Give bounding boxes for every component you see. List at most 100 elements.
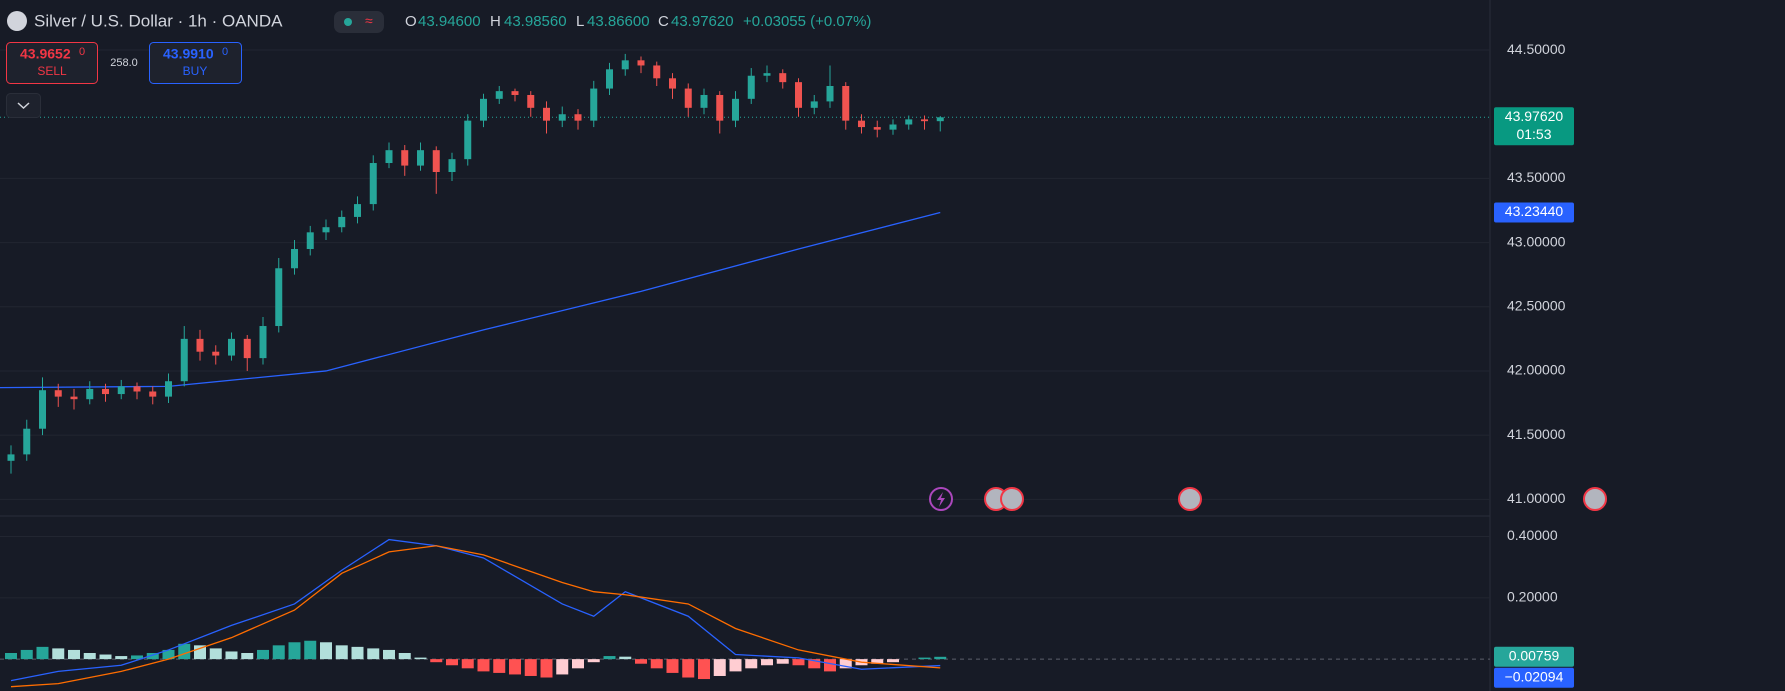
candle-body: [558, 114, 566, 121]
candle-body: [243, 338, 251, 359]
candle-body: [322, 227, 330, 233]
buy-button[interactable]: [149, 42, 242, 84]
candle-body: [621, 60, 629, 70]
candle-body: [716, 94, 724, 121]
candle-body: [653, 65, 661, 79]
spread: 258.0: [110, 57, 138, 69]
countdown: 01:53: [1516, 126, 1551, 142]
collapse-button[interactable]: [6, 93, 41, 118]
histogram-bar: [682, 659, 695, 678]
histogram-bar: [209, 648, 222, 660]
candle-body: [936, 117, 944, 122]
buy-label: BUY: [183, 64, 208, 78]
histogram-bar: [335, 645, 348, 660]
y-tick-label: 41.00000: [1507, 490, 1566, 506]
candle-body: [669, 78, 676, 89]
histogram-bar: [367, 648, 380, 660]
histogram-bar: [603, 656, 616, 660]
histogram-bar: [5, 652, 17, 660]
histogram-bar: [383, 649, 395, 660]
histogram-bar: [83, 652, 96, 660]
candle-body: [684, 88, 692, 108]
candle-body: [70, 396, 78, 400]
sell-pip: 0: [79, 46, 85, 58]
candle-body: [495, 91, 503, 99]
histogram-bar: [20, 649, 33, 660]
histogram-bar: [587, 659, 600, 663]
price-badge-label: 43.97620: [1505, 108, 1564, 124]
histogram-bar: [824, 659, 836, 672]
candle-body: [464, 120, 472, 160]
histogram-bar: [162, 649, 175, 660]
histogram-bar: [272, 645, 285, 660]
candle-body: [448, 159, 456, 172]
y-tick-label: 44.50000: [1507, 41, 1566, 57]
candle-body: [7, 454, 15, 461]
candle-body: [306, 232, 314, 250]
candle-body: [338, 216, 346, 228]
ohlc-value: 43.97620: [671, 13, 734, 30]
histogram-bar: [934, 656, 947, 660]
event-markers: [929, 487, 1607, 511]
histogram-bar: [288, 642, 301, 660]
candle-body: [133, 386, 141, 392]
histogram-bar: [619, 656, 632, 660]
candle-body: [637, 60, 645, 66]
histogram-bar: [115, 656, 128, 660]
candle-body: [401, 150, 409, 166]
ohlc-key: L: [576, 13, 584, 30]
event-flag[interactable]: [1178, 487, 1202, 511]
sell-label: SELL: [37, 64, 67, 78]
toggle-dot: [344, 18, 352, 26]
candle-body: [873, 127, 881, 130]
sell-button[interactable]: [6, 42, 98, 84]
histogram-bar: [572, 659, 584, 669]
candle-body: [905, 119, 913, 125]
histogram-bar: [887, 659, 899, 663]
candle-body: [590, 88, 598, 121]
histogram-bar: [650, 659, 663, 669]
ohlc-value: 43.86600: [587, 13, 650, 30]
candle-body: [543, 107, 550, 121]
histogram-bar: [304, 640, 317, 660]
candle-body: [574, 114, 582, 121]
macd-line: [10, 538, 941, 682]
candle-body: [196, 338, 204, 352]
candle-body: [228, 338, 235, 356]
histogram-bar: [131, 655, 143, 660]
sell-price: 43.9652: [20, 46, 71, 62]
y-tick-label: 41.50000: [1507, 426, 1566, 442]
candle-body: [180, 338, 188, 382]
candle-body: [700, 94, 708, 108]
buy-pip: 0: [222, 46, 228, 58]
candle-body: [149, 391, 157, 397]
ohlc-key: O: [405, 13, 417, 30]
symbol-title: Silver / U.S. Dollar · 1h · OANDA: [34, 11, 283, 30]
ohlc-value: 43.98560: [504, 13, 567, 30]
candle-body: [165, 381, 172, 397]
toggle-pill[interactable]: [334, 11, 384, 33]
price-badge: [1494, 107, 1574, 146]
candle-body: [212, 351, 220, 356]
histogram-bar: [871, 659, 884, 664]
histogram-bar: [68, 649, 80, 660]
histogram-bar: [461, 659, 474, 669]
event-flag[interactable]: [1000, 487, 1024, 511]
signal-line: [10, 545, 941, 688]
lightning-icon: [937, 492, 945, 507]
histogram-bar: [792, 659, 805, 666]
histogram-bar: [524, 659, 537, 676]
candle-body: [810, 101, 818, 108]
candle-body: [86, 388, 94, 400]
histogram-bar: [398, 652, 411, 660]
y-tick-label: 42.50000: [1507, 297, 1566, 313]
candle-body: [732, 98, 739, 121]
ohlc-key: H: [490, 13, 501, 30]
histogram-bar: [241, 652, 254, 660]
histogram-bar: [257, 649, 269, 660]
histogram-bar: [540, 659, 553, 678]
histogram-bar: [776, 659, 789, 664]
event-flag[interactable]: [1583, 487, 1607, 511]
y-tick-label: 43.00000: [1507, 233, 1566, 249]
